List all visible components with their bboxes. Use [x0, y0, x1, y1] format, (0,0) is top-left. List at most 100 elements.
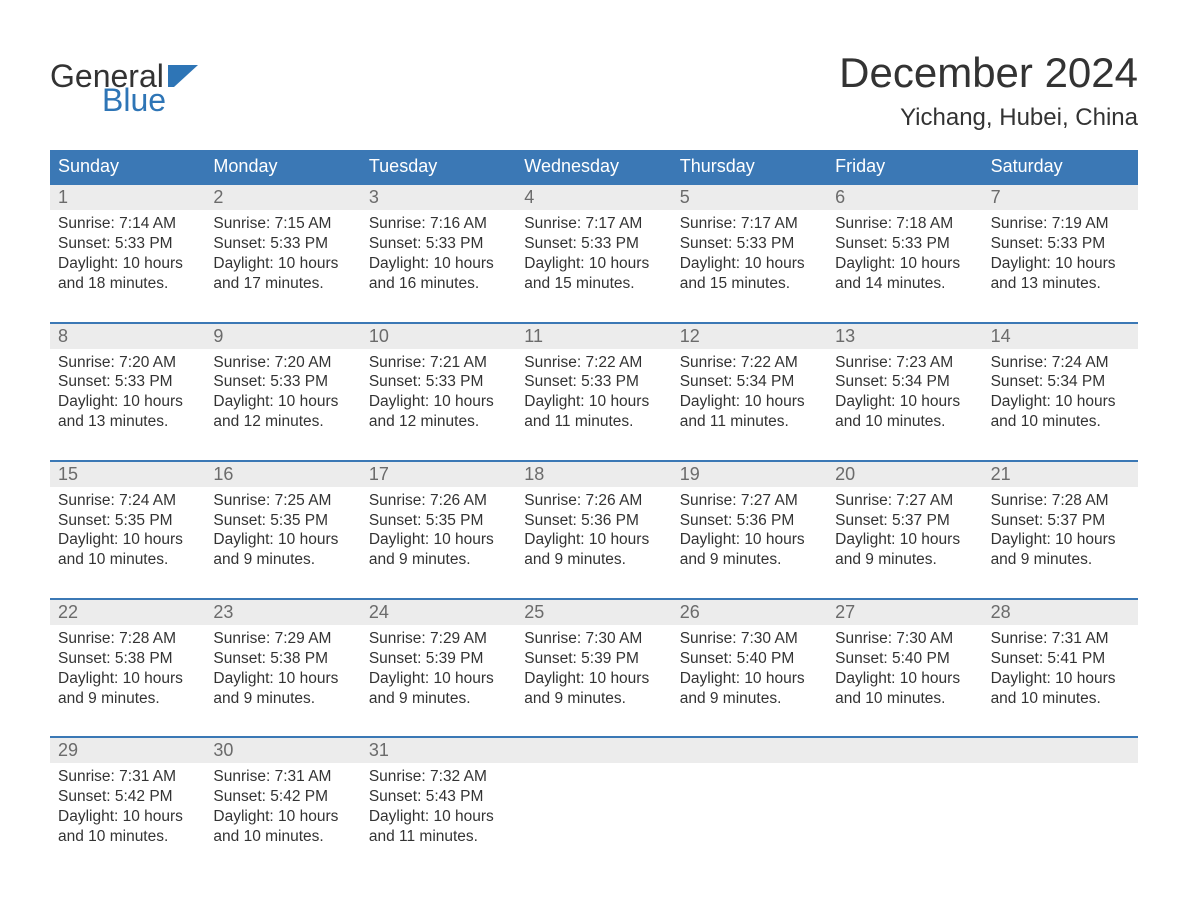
- sunset-text: Sunset: 5:33 PM: [213, 372, 352, 392]
- day-number: 10: [361, 324, 516, 349]
- brand-blue: Blue: [102, 86, 166, 115]
- day-number: 13: [827, 324, 982, 349]
- daylight-line1: Daylight: 10 hours: [213, 669, 352, 689]
- day-number: 7: [983, 185, 1138, 210]
- day-cell: Sunrise: 7:29 AMSunset: 5:39 PMDaylight:…: [361, 625, 516, 722]
- day-cell: Sunrise: 7:15 AMSunset: 5:33 PMDaylight:…: [205, 210, 360, 307]
- daylight-line1: Daylight: 10 hours: [991, 254, 1130, 274]
- weekday-thu: Thursday: [672, 150, 827, 183]
- sunrise-text: Sunrise: 7:32 AM: [369, 767, 508, 787]
- daylight-line2: and 9 minutes.: [369, 550, 508, 570]
- sunset-text: Sunset: 5:34 PM: [680, 372, 819, 392]
- day-number: 31: [361, 738, 516, 763]
- sunrise-text: Sunrise: 7:26 AM: [369, 491, 508, 511]
- sunrise-text: Sunrise: 7:20 AM: [58, 353, 197, 373]
- day-number: 1: [50, 185, 205, 210]
- day-cell: Sunrise: 7:24 AMSunset: 5:35 PMDaylight:…: [50, 487, 205, 584]
- daylight-line1: Daylight: 10 hours: [835, 392, 974, 412]
- daynum-row: 22232425262728: [50, 600, 1138, 625]
- sunset-text: Sunset: 5:42 PM: [58, 787, 197, 807]
- day-cell: Sunrise: 7:31 AMSunset: 5:42 PMDaylight:…: [205, 763, 360, 860]
- daylight-line2: and 9 minutes.: [991, 550, 1130, 570]
- day-number: 21: [983, 462, 1138, 487]
- sunrise-text: Sunrise: 7:30 AM: [524, 629, 663, 649]
- sunrise-text: Sunrise: 7:29 AM: [213, 629, 352, 649]
- day-number: 12: [672, 324, 827, 349]
- sunrise-text: Sunrise: 7:30 AM: [835, 629, 974, 649]
- month-title: December 2024: [839, 50, 1138, 96]
- sunset-text: Sunset: 5:36 PM: [680, 511, 819, 531]
- daylight-line2: and 11 minutes.: [369, 827, 508, 847]
- day-number: 19: [672, 462, 827, 487]
- location: Yichang, Hubei, China: [839, 104, 1138, 132]
- sunrise-text: Sunrise: 7:24 AM: [58, 491, 197, 511]
- daylight-line1: Daylight: 10 hours: [524, 669, 663, 689]
- weekday-sun: Sunday: [50, 150, 205, 183]
- day-number: [827, 738, 982, 763]
- week-row: 15161718192021Sunrise: 7:24 AMSunset: 5:…: [50, 460, 1138, 584]
- daylight-line2: and 9 minutes.: [213, 689, 352, 709]
- sunrise-text: Sunrise: 7:15 AM: [213, 214, 352, 234]
- daylight-line1: Daylight: 10 hours: [369, 392, 508, 412]
- daylight-line2: and 10 minutes.: [835, 689, 974, 709]
- sunset-text: Sunset: 5:33 PM: [369, 234, 508, 254]
- sunset-text: Sunset: 5:39 PM: [369, 649, 508, 669]
- daylight-line1: Daylight: 10 hours: [58, 807, 197, 827]
- sunrise-text: Sunrise: 7:27 AM: [835, 491, 974, 511]
- day-cell: Sunrise: 7:28 AMSunset: 5:37 PMDaylight:…: [983, 487, 1138, 584]
- daylight-line2: and 9 minutes.: [835, 550, 974, 570]
- sunrise-text: Sunrise: 7:31 AM: [58, 767, 197, 787]
- day-cell: Sunrise: 7:16 AMSunset: 5:33 PMDaylight:…: [361, 210, 516, 307]
- sunrise-text: Sunrise: 7:16 AM: [369, 214, 508, 234]
- sunset-text: Sunset: 5:41 PM: [991, 649, 1130, 669]
- day-cell: Sunrise: 7:22 AMSunset: 5:34 PMDaylight:…: [672, 349, 827, 446]
- day-cell: Sunrise: 7:26 AMSunset: 5:35 PMDaylight:…: [361, 487, 516, 584]
- sunset-text: Sunset: 5:34 PM: [835, 372, 974, 392]
- daylight-line2: and 11 minutes.: [680, 412, 819, 432]
- sunset-text: Sunset: 5:33 PM: [58, 372, 197, 392]
- day-cell: Sunrise: 7:25 AMSunset: 5:35 PMDaylight:…: [205, 487, 360, 584]
- day-cell: Sunrise: 7:27 AMSunset: 5:36 PMDaylight:…: [672, 487, 827, 584]
- sunset-text: Sunset: 5:33 PM: [524, 234, 663, 254]
- sunset-text: Sunset: 5:34 PM: [991, 372, 1130, 392]
- day-cell: [983, 763, 1138, 860]
- sunrise-text: Sunrise: 7:28 AM: [58, 629, 197, 649]
- day-cell: [672, 763, 827, 860]
- daylight-line1: Daylight: 10 hours: [524, 392, 663, 412]
- daylight-line1: Daylight: 10 hours: [680, 392, 819, 412]
- day-cell: Sunrise: 7:19 AMSunset: 5:33 PMDaylight:…: [983, 210, 1138, 307]
- sunset-text: Sunset: 5:33 PM: [58, 234, 197, 254]
- sunrise-text: Sunrise: 7:22 AM: [680, 353, 819, 373]
- day-cell: Sunrise: 7:26 AMSunset: 5:36 PMDaylight:…: [516, 487, 671, 584]
- daylight-line1: Daylight: 10 hours: [991, 669, 1130, 689]
- day-cell: [516, 763, 671, 860]
- day-number: 3: [361, 185, 516, 210]
- daylight-line1: Daylight: 10 hours: [524, 530, 663, 550]
- daylight-line2: and 9 minutes.: [213, 550, 352, 570]
- daylight-line1: Daylight: 10 hours: [835, 254, 974, 274]
- header: General Blue December 2024 Yichang, Hube…: [50, 50, 1138, 132]
- daynum-row: 293031: [50, 738, 1138, 763]
- sunrise-text: Sunrise: 7:31 AM: [991, 629, 1130, 649]
- day-number: 16: [205, 462, 360, 487]
- daylight-line2: and 13 minutes.: [58, 412, 197, 432]
- sunrise-text: Sunrise: 7:19 AM: [991, 214, 1130, 234]
- daylight-line2: and 10 minutes.: [991, 412, 1130, 432]
- week-row: 891011121314Sunrise: 7:20 AMSunset: 5:33…: [50, 322, 1138, 446]
- day-number: 22: [50, 600, 205, 625]
- day-number: 8: [50, 324, 205, 349]
- day-number: 26: [672, 600, 827, 625]
- daynum-row: 891011121314: [50, 324, 1138, 349]
- sunrise-text: Sunrise: 7:17 AM: [524, 214, 663, 234]
- sunset-text: Sunset: 5:35 PM: [213, 511, 352, 531]
- sunset-text: Sunset: 5:36 PM: [524, 511, 663, 531]
- sunrise-text: Sunrise: 7:20 AM: [213, 353, 352, 373]
- daylight-line1: Daylight: 10 hours: [213, 807, 352, 827]
- daylight-line2: and 15 minutes.: [680, 274, 819, 294]
- daylight-line2: and 9 minutes.: [58, 689, 197, 709]
- daylight-line1: Daylight: 10 hours: [213, 254, 352, 274]
- weekday-wed: Wednesday: [516, 150, 671, 183]
- sunset-text: Sunset: 5:33 PM: [524, 372, 663, 392]
- daylight-line1: Daylight: 10 hours: [991, 530, 1130, 550]
- sunrise-text: Sunrise: 7:23 AM: [835, 353, 974, 373]
